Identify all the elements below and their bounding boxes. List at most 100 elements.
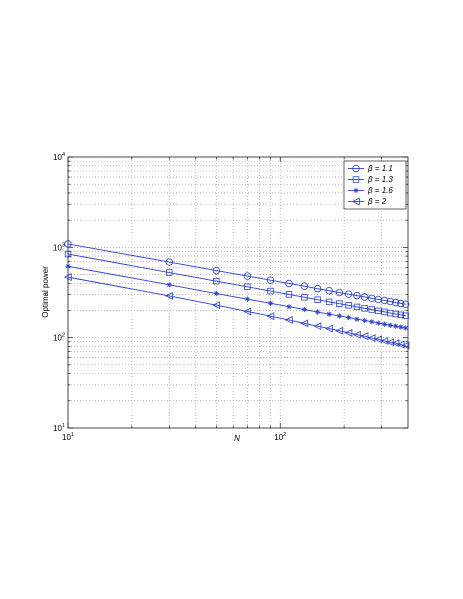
x-axis-label: N [234, 434, 240, 443]
marker [213, 290, 219, 297]
marker [353, 303, 361, 311]
marker [352, 164, 360, 173]
legend-label: β = 2 [367, 197, 387, 206]
marker [64, 250, 72, 258]
marker [301, 294, 308, 301]
tick-base: 10 [274, 433, 283, 442]
marker [313, 284, 322, 293]
marker [360, 293, 369, 301]
marker [64, 240, 72, 248]
marker [352, 176, 360, 183]
tick-label: 101 [53, 423, 65, 433]
legend-label: β = 1.6 [367, 186, 393, 195]
marker [360, 332, 369, 341]
marker [166, 269, 173, 276]
marker [325, 287, 333, 295]
marker [367, 334, 376, 343]
marker [351, 197, 360, 206]
marker [391, 339, 400, 348]
tick-base: 10 [62, 433, 71, 442]
legend-label: β = 1.3 [367, 175, 393, 184]
tick-label: 101 [62, 432, 74, 442]
tick-base: 10 [53, 334, 62, 343]
marker [266, 276, 275, 284]
marker [285, 291, 293, 298]
plot-frame [67, 156, 409, 429]
y-axis-label: Optimal power [41, 266, 50, 318]
marker [336, 300, 343, 307]
marker [402, 312, 409, 319]
marker [353, 187, 359, 194]
marker [361, 305, 368, 312]
marker [300, 319, 309, 328]
marker [266, 312, 275, 321]
marker [353, 291, 361, 300]
marker [345, 302, 352, 309]
marker [391, 298, 400, 307]
marker [300, 282, 309, 290]
series-line [67, 276, 406, 346]
marker [285, 279, 293, 288]
marker [344, 290, 353, 298]
marker [380, 336, 389, 345]
marker [393, 323, 399, 329]
marker [369, 319, 375, 325]
tick-base: 10 [53, 424, 62, 433]
marker [165, 291, 173, 300]
marker [336, 313, 343, 319]
marker [375, 320, 381, 326]
tick-exponent: 2 [62, 333, 65, 339]
marker [213, 277, 220, 285]
marker [212, 266, 221, 275]
marker [381, 321, 388, 327]
marker [313, 322, 322, 331]
marker [335, 326, 344, 335]
marker [397, 311, 405, 319]
marker [65, 263, 71, 269]
marker [212, 301, 221, 310]
marker [314, 309, 321, 315]
series-line [67, 253, 406, 317]
marker [166, 282, 172, 288]
marker [401, 341, 410, 350]
marker [325, 298, 333, 306]
marker [368, 306, 375, 313]
marker [244, 283, 251, 290]
marker [398, 324, 404, 330]
marker [326, 311, 332, 317]
marker [380, 296, 389, 305]
marker [165, 258, 173, 266]
marker [244, 296, 250, 302]
tick-base: 10 [53, 243, 62, 252]
marker [397, 299, 405, 308]
tick-exponent: 3 [62, 242, 65, 248]
marker [345, 314, 352, 321]
tick-label: 102 [53, 333, 65, 343]
marker [301, 306, 308, 313]
marker [284, 316, 293, 324]
marker [324, 324, 333, 333]
tick-label: 102 [274, 432, 286, 442]
marker [286, 304, 292, 310]
tick-exponent: 4 [62, 152, 65, 158]
marker [314, 296, 321, 303]
marker [243, 307, 252, 316]
marker [392, 310, 399, 318]
tick-exponent: 1 [71, 432, 74, 438]
marker [375, 307, 382, 315]
marker [243, 272, 252, 280]
marker [401, 300, 410, 309]
marker [344, 328, 353, 337]
marker [403, 325, 409, 331]
series-line [67, 243, 406, 305]
marker [387, 322, 393, 328]
marker [267, 300, 274, 306]
marker [63, 273, 72, 282]
marker [354, 316, 360, 322]
marker [335, 288, 344, 297]
marker [352, 330, 361, 339]
tick-exponent: 2 [283, 432, 286, 438]
marker [267, 287, 274, 295]
